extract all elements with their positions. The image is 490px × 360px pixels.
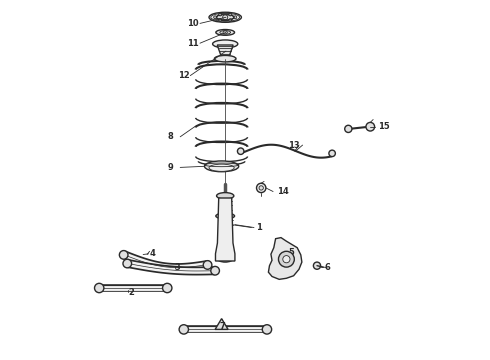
Circle shape	[234, 16, 237, 19]
Circle shape	[329, 150, 335, 157]
Circle shape	[262, 325, 271, 334]
Ellipse shape	[216, 30, 235, 35]
Ellipse shape	[213, 40, 238, 48]
Circle shape	[211, 266, 220, 275]
Text: 2: 2	[128, 288, 134, 297]
Polygon shape	[269, 238, 302, 279]
Ellipse shape	[216, 213, 235, 219]
Ellipse shape	[204, 161, 239, 172]
Text: 12: 12	[178, 71, 190, 80]
Ellipse shape	[223, 31, 227, 34]
Circle shape	[179, 325, 189, 334]
Circle shape	[229, 13, 232, 16]
Circle shape	[214, 16, 217, 19]
Circle shape	[222, 15, 228, 20]
Circle shape	[259, 186, 263, 190]
Polygon shape	[216, 198, 235, 261]
Circle shape	[345, 125, 352, 132]
Circle shape	[238, 148, 244, 154]
Circle shape	[283, 256, 290, 263]
Ellipse shape	[220, 31, 231, 34]
Text: 6: 6	[324, 263, 330, 272]
Text: 10: 10	[187, 19, 199, 28]
Polygon shape	[217, 45, 233, 58]
Circle shape	[278, 251, 294, 267]
Circle shape	[229, 19, 232, 22]
Ellipse shape	[209, 164, 234, 171]
Text: 5: 5	[288, 248, 294, 257]
Ellipse shape	[217, 255, 233, 262]
Text: 3: 3	[175, 263, 180, 272]
Circle shape	[163, 283, 172, 293]
Ellipse shape	[217, 193, 234, 199]
Circle shape	[257, 183, 266, 193]
Circle shape	[314, 262, 320, 269]
Ellipse shape	[217, 14, 234, 21]
Circle shape	[120, 251, 128, 259]
Text: 8: 8	[168, 132, 173, 141]
Circle shape	[95, 283, 104, 293]
Circle shape	[203, 261, 212, 269]
Text: 4: 4	[149, 249, 155, 258]
Ellipse shape	[209, 12, 242, 22]
Text: 1: 1	[256, 223, 262, 232]
Text: 11: 11	[187, 39, 199, 48]
Circle shape	[366, 122, 374, 131]
Circle shape	[219, 19, 221, 22]
Ellipse shape	[215, 55, 236, 62]
Text: 13: 13	[288, 141, 300, 150]
Polygon shape	[215, 319, 228, 329]
Circle shape	[219, 13, 221, 16]
Text: 14: 14	[277, 187, 289, 196]
Text: 15: 15	[378, 122, 390, 131]
Text: 7: 7	[220, 323, 225, 331]
Text: 9: 9	[168, 163, 173, 172]
Circle shape	[123, 259, 132, 268]
